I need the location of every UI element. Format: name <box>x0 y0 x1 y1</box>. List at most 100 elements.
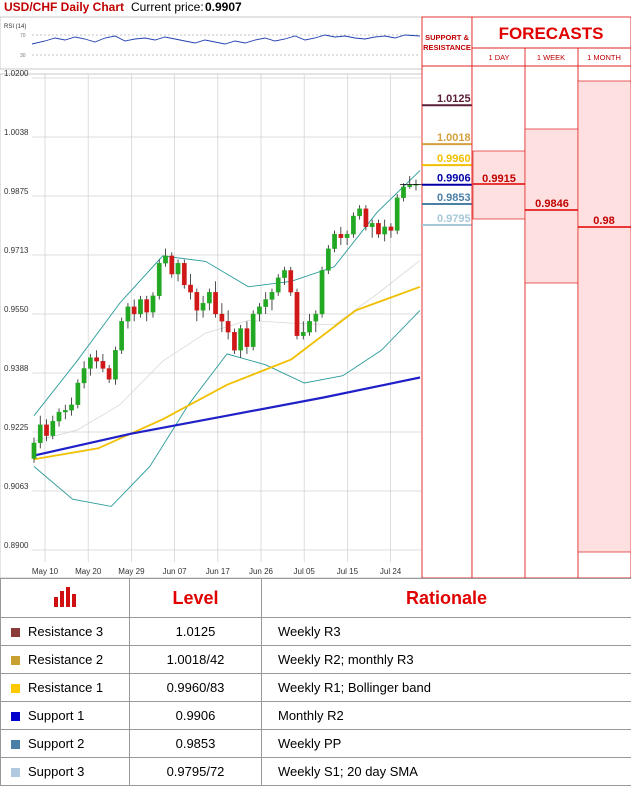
candle-body <box>408 185 412 187</box>
rationale-column-header: Rationale <box>262 579 631 618</box>
x-tick-label: May 20 <box>75 567 102 576</box>
candle-body <box>51 421 55 436</box>
rsi-panel: RSI (14) 70 30 <box>0 17 422 69</box>
candle-body <box>182 263 186 285</box>
candle-body <box>382 227 386 234</box>
level-rationale: Weekly S1; 20 day SMA <box>262 758 631 786</box>
level-rationale: Weekly R2; monthly R3 <box>262 646 631 674</box>
candle-body <box>232 332 236 350</box>
candle-body <box>238 329 242 351</box>
candle-body <box>107 368 111 379</box>
candle-body <box>226 321 230 332</box>
candle-body <box>170 256 174 274</box>
forecast-col-1week: 1 WEEK <box>537 53 565 62</box>
candle-body <box>176 263 180 274</box>
bar-chart-icon <box>1 579 130 618</box>
y-tick-label: 1.0200 <box>4 69 29 78</box>
candle-body <box>395 198 399 231</box>
level-column-header: Level <box>130 579 262 618</box>
candle-body <box>332 234 336 249</box>
level-value: 1.0018/42 <box>130 646 262 674</box>
candle-body <box>357 209 361 216</box>
candle-body <box>370 223 374 227</box>
y-tick-label: 0.9225 <box>4 423 29 432</box>
level-name: Resistance 2 <box>28 652 103 667</box>
level-color-swatch <box>11 740 20 749</box>
level-color-swatch <box>11 628 20 637</box>
level-rationale: Weekly R3 <box>262 618 631 646</box>
candle-body <box>88 358 92 369</box>
level-color-swatch <box>11 684 20 693</box>
candle-body <box>138 299 142 314</box>
candle-body <box>44 425 48 436</box>
y-tick-label: 0.9713 <box>4 246 29 255</box>
forecast-col-1day: 1 DAY <box>488 53 509 62</box>
current-price-label: Current price: <box>131 0 204 14</box>
candle-body <box>76 383 80 405</box>
level-color-swatch <box>11 656 20 665</box>
level-color-swatch <box>11 768 20 777</box>
candle-body <box>257 307 261 314</box>
candle-body <box>276 278 280 293</box>
x-tick-label: Jul 05 <box>294 567 316 576</box>
candle-body <box>264 299 268 306</box>
candle-body <box>63 410 67 412</box>
y-tick-label: 1.0038 <box>4 128 29 137</box>
usdchf-chart: USD/CHF Daily Chart Current price: 0.990… <box>0 0 631 578</box>
candle-body <box>245 329 249 347</box>
candle-body <box>126 307 130 322</box>
x-tick-label: Jun 17 <box>206 567 231 576</box>
sr-level-label: 0.9906 <box>437 173 471 185</box>
y-tick-label: 0.9875 <box>4 187 29 196</box>
candle-body <box>207 292 211 303</box>
candle-body <box>351 216 355 234</box>
candle-body <box>69 405 73 410</box>
level-rationale: Weekly R1; Bollinger band <box>262 674 631 702</box>
level-name-cell: Resistance 2 <box>1 646 130 674</box>
current-price-value: 0.9907 <box>205 0 242 14</box>
level-name-cell: Resistance 3 <box>1 618 130 646</box>
candle-body <box>101 361 105 368</box>
candle-body <box>251 314 255 347</box>
level-name-cell: Support 2 <box>1 730 130 758</box>
candle-body <box>213 292 217 314</box>
candle-body <box>389 227 393 231</box>
candle-body <box>57 412 61 421</box>
level-name: Resistance 3 <box>28 624 103 639</box>
candle-body <box>151 296 155 312</box>
forecast-range-1day <box>473 151 525 219</box>
x-tick-label: Jun 07 <box>163 567 188 576</box>
x-tick-label: May 29 <box>118 567 145 576</box>
candle-body <box>270 292 274 299</box>
y-tick-label: 0.9063 <box>4 482 29 491</box>
candle-body <box>220 314 224 321</box>
forecast-value-1day: 0.9915 <box>482 173 516 185</box>
level-name-cell: Support 1 <box>1 702 130 730</box>
level-value: 0.9853 <box>130 730 262 758</box>
forecast-range-1month <box>578 81 631 552</box>
candle-body <box>345 234 349 238</box>
y-tick-label: 0.9550 <box>4 305 29 314</box>
candle-body <box>295 292 299 336</box>
candle-body <box>145 299 149 312</box>
rsi-lower-label: 30 <box>20 53 26 59</box>
sr-header-line1: SUPPORT & <box>425 33 469 42</box>
candle-body <box>32 443 36 459</box>
candle-body <box>282 270 286 277</box>
candle-body <box>376 223 380 234</box>
candle-body <box>113 350 117 379</box>
candle-body <box>94 358 98 362</box>
forecasts-title: FORECASTS <box>499 24 604 43</box>
candle-body <box>132 307 136 314</box>
forecast-col-1month: 1 MONTH <box>587 53 621 62</box>
candle-body <box>163 256 167 263</box>
candle-body <box>307 321 311 332</box>
forecast-value-1week: 0.9846 <box>535 198 569 210</box>
candle-body <box>364 209 368 227</box>
